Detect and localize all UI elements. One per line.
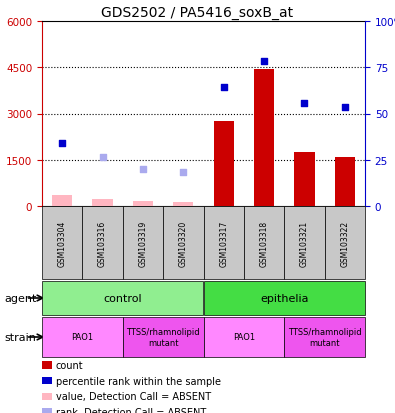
Text: TTSS/rhamnolipid
mutant: TTSS/rhamnolipid mutant: [288, 328, 361, 347]
Point: [59, 140, 65, 147]
Point: [140, 166, 146, 173]
Text: PAO1: PAO1: [71, 333, 94, 342]
Text: GSM103321: GSM103321: [300, 220, 309, 266]
Bar: [294, 153, 314, 206]
Text: TTSS/rhamnolipid
mutant: TTSS/rhamnolipid mutant: [126, 328, 200, 347]
Text: GSM103317: GSM103317: [219, 220, 228, 266]
Bar: [214, 122, 234, 206]
Text: strain: strain: [4, 332, 36, 342]
Text: epithelia: epithelia: [260, 293, 308, 303]
Point: [301, 100, 308, 107]
Text: GSM103322: GSM103322: [340, 220, 349, 266]
Point: [180, 169, 186, 176]
Text: value, Detection Call = ABSENT: value, Detection Call = ABSENT: [56, 392, 211, 401]
Point: [100, 154, 106, 161]
Bar: [254, 70, 274, 206]
Text: agent: agent: [4, 293, 36, 303]
Text: rank, Detection Call = ABSENT: rank, Detection Call = ABSENT: [56, 407, 206, 413]
Bar: [52, 195, 72, 206]
Text: PAO1: PAO1: [233, 333, 255, 342]
Text: GSM103304: GSM103304: [58, 220, 67, 266]
Text: control: control: [103, 293, 142, 303]
Point: [342, 105, 348, 112]
Text: percentile rank within the sample: percentile rank within the sample: [56, 376, 221, 386]
Text: GDS2502 / PA5416_soxB_at: GDS2502 / PA5416_soxB_at: [102, 6, 293, 20]
Text: GSM103319: GSM103319: [138, 220, 147, 266]
Bar: [92, 199, 113, 206]
Text: count: count: [56, 360, 83, 370]
Bar: [133, 202, 153, 206]
Bar: [335, 157, 355, 206]
Point: [261, 59, 267, 65]
Bar: [173, 203, 194, 206]
Text: GSM103320: GSM103320: [179, 220, 188, 266]
Text: GSM103316: GSM103316: [98, 220, 107, 266]
Point: [220, 85, 227, 91]
Text: GSM103318: GSM103318: [260, 220, 269, 266]
